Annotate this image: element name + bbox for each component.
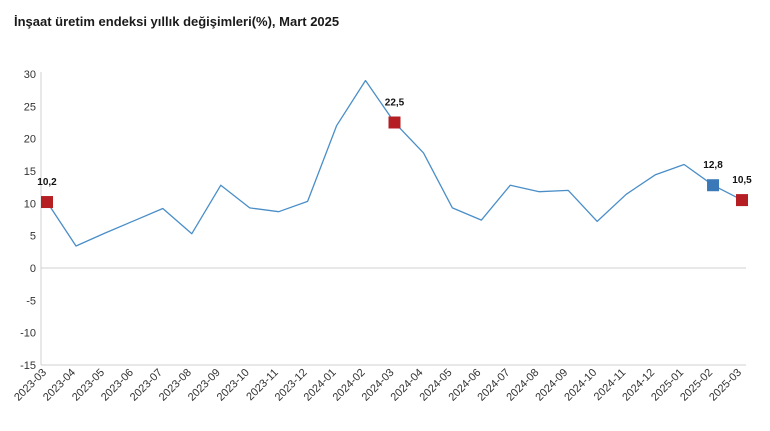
data-point-marker — [707, 179, 720, 192]
data-label: 10,2 — [37, 177, 57, 188]
chart-title: İnşaat üretim endeksi yıllık değişimleri… — [14, 14, 340, 29]
y-tick-label: 0 — [30, 263, 36, 275]
data-label: 12,8 — [703, 160, 723, 171]
x-tick-label: 2024-10 — [562, 367, 599, 404]
y-tick-label: 20 — [24, 134, 36, 146]
y-tick-label: -15 — [20, 360, 36, 372]
y-tick-label: -5 — [26, 295, 36, 307]
data-point-marker — [388, 116, 401, 129]
x-tick-label: 2023-10 — [215, 367, 252, 404]
x-tick-label: 2025-03 — [707, 367, 744, 404]
data-point-marker — [41, 196, 53, 209]
data-point-marker — [736, 194, 748, 207]
data-label: 10,5 — [732, 175, 752, 186]
y-tick-label: 10 — [24, 198, 36, 210]
y-tick-label: 5 — [30, 231, 36, 243]
data-label: 22,5 — [385, 98, 405, 109]
y-tick-label: -10 — [20, 328, 36, 340]
chart-axes: 302520151050-5-10-152023-032023-042023-0… — [12, 69, 746, 404]
y-tick-label: 25 — [24, 101, 36, 113]
y-tick-label: 15 — [24, 166, 36, 178]
y-tick-label: 30 — [24, 69, 36, 81]
chart-highlight-markers: 10,2 22,5 12,8 10,5 — [37, 98, 752, 209]
